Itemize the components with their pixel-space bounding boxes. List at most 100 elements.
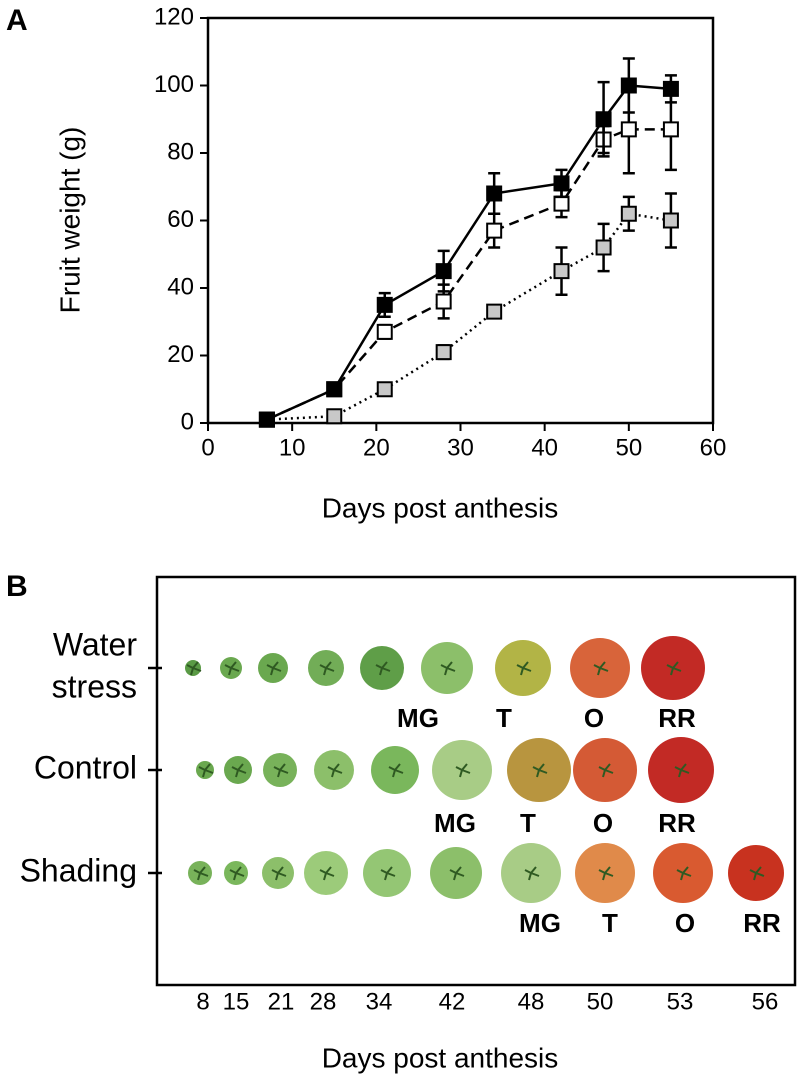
tomato-stem	[186, 661, 202, 676]
y-tick-label: 20	[167, 341, 194, 368]
tomato-stem	[375, 661, 391, 676]
day-label: 8	[196, 988, 209, 1015]
tomato-stem	[749, 866, 765, 881]
stage-label: O	[675, 908, 695, 938]
tomato-stem	[271, 866, 287, 881]
x-tick-label: 20	[363, 434, 390, 461]
tomato-stem	[440, 661, 456, 676]
tomato-stem	[524, 866, 540, 881]
row-label: stress	[52, 668, 137, 704]
stage-label: O	[584, 703, 604, 733]
stage-label: RR	[658, 808, 696, 838]
marker	[435, 344, 452, 361]
series-line	[266, 128, 671, 421]
marker	[486, 303, 503, 320]
day-label: 48	[518, 988, 545, 1015]
day-label: 56	[752, 988, 779, 1015]
day-label: 50	[587, 988, 614, 1015]
tomato-stem	[380, 866, 396, 881]
day-label: 34	[366, 988, 393, 1015]
marker	[376, 296, 393, 313]
stage-label: T	[602, 908, 618, 938]
marker	[326, 381, 343, 398]
tomato-stem	[193, 866, 209, 881]
y-axis-title: Fruit weight (g)	[54, 127, 85, 314]
stage-label: MG	[434, 808, 476, 838]
stage-label: MG	[397, 703, 439, 733]
tomato-stem	[319, 866, 335, 881]
y-tick-label: 100	[154, 71, 194, 98]
stage-label: O	[593, 808, 613, 838]
x-tick-label: 10	[279, 434, 306, 461]
tomato-stem	[273, 763, 289, 778]
tomato-stem	[532, 763, 548, 778]
tomato-stem	[516, 661, 532, 676]
y-tick-label: 120	[154, 3, 194, 30]
day-label: 21	[268, 988, 295, 1015]
marker	[486, 185, 503, 202]
marker	[486, 222, 503, 239]
photo-frame	[155, 575, 797, 987]
tomato-stem	[674, 763, 690, 778]
x-tick-label: 50	[615, 434, 642, 461]
y-tick-label: 80	[167, 138, 194, 165]
x-axis-title: Days post anthesis	[322, 1042, 559, 1073]
plot-frame	[206, 16, 715, 425]
marker	[595, 239, 612, 256]
tomato-stem	[676, 866, 692, 881]
marker	[553, 195, 570, 212]
day-label: 42	[439, 988, 466, 1015]
stage-label: RR	[743, 908, 781, 938]
marker	[326, 408, 343, 425]
marker	[435, 263, 452, 280]
marker	[258, 411, 275, 428]
x-axis-title: Days post anthesis	[322, 492, 559, 523]
tomato-stem	[598, 763, 614, 778]
tomato-stem	[388, 763, 404, 778]
tomato-stem	[449, 866, 465, 881]
stage-label: MG	[519, 908, 561, 938]
x-tick-label: 40	[531, 434, 558, 461]
stage-label: T	[520, 808, 536, 838]
row-label: Shading	[20, 852, 137, 888]
tomato-stem	[593, 661, 609, 676]
marker	[620, 77, 637, 94]
marker	[620, 205, 637, 222]
y-tick-label: 60	[167, 206, 194, 233]
day-label: 53	[667, 988, 694, 1015]
tomato-stem	[455, 763, 471, 778]
tomato-stem	[266, 661, 282, 676]
marker	[553, 175, 570, 192]
marker	[553, 263, 570, 280]
x-tick-label: 60	[700, 434, 727, 461]
marker	[376, 323, 393, 340]
panel-label: A	[6, 4, 28, 37]
marker	[662, 121, 679, 138]
marker	[376, 381, 393, 398]
y-tick-label: 0	[181, 408, 194, 435]
marker	[435, 293, 452, 310]
day-label: 28	[310, 988, 337, 1015]
day-label: 15	[223, 988, 250, 1015]
tomato-stem	[231, 763, 247, 778]
tomato-stem	[198, 763, 214, 778]
marker	[595, 111, 612, 128]
marker	[662, 80, 679, 97]
tomato-stem	[666, 661, 682, 676]
marker	[620, 121, 637, 138]
tomato-stem	[224, 661, 240, 676]
stage-label: T	[496, 703, 512, 733]
tomato-stem	[319, 661, 335, 676]
tomato-stem	[598, 866, 614, 881]
x-tick-label: 0	[201, 434, 214, 461]
panel-label: B	[6, 570, 28, 603]
marker	[662, 212, 679, 229]
x-tick-label: 30	[447, 434, 474, 461]
stage-label: RR	[658, 703, 696, 733]
row-label: Control	[34, 749, 137, 785]
row-label: Water	[53, 626, 138, 662]
tomato-stem	[327, 763, 343, 778]
tomato-stem	[229, 866, 245, 881]
